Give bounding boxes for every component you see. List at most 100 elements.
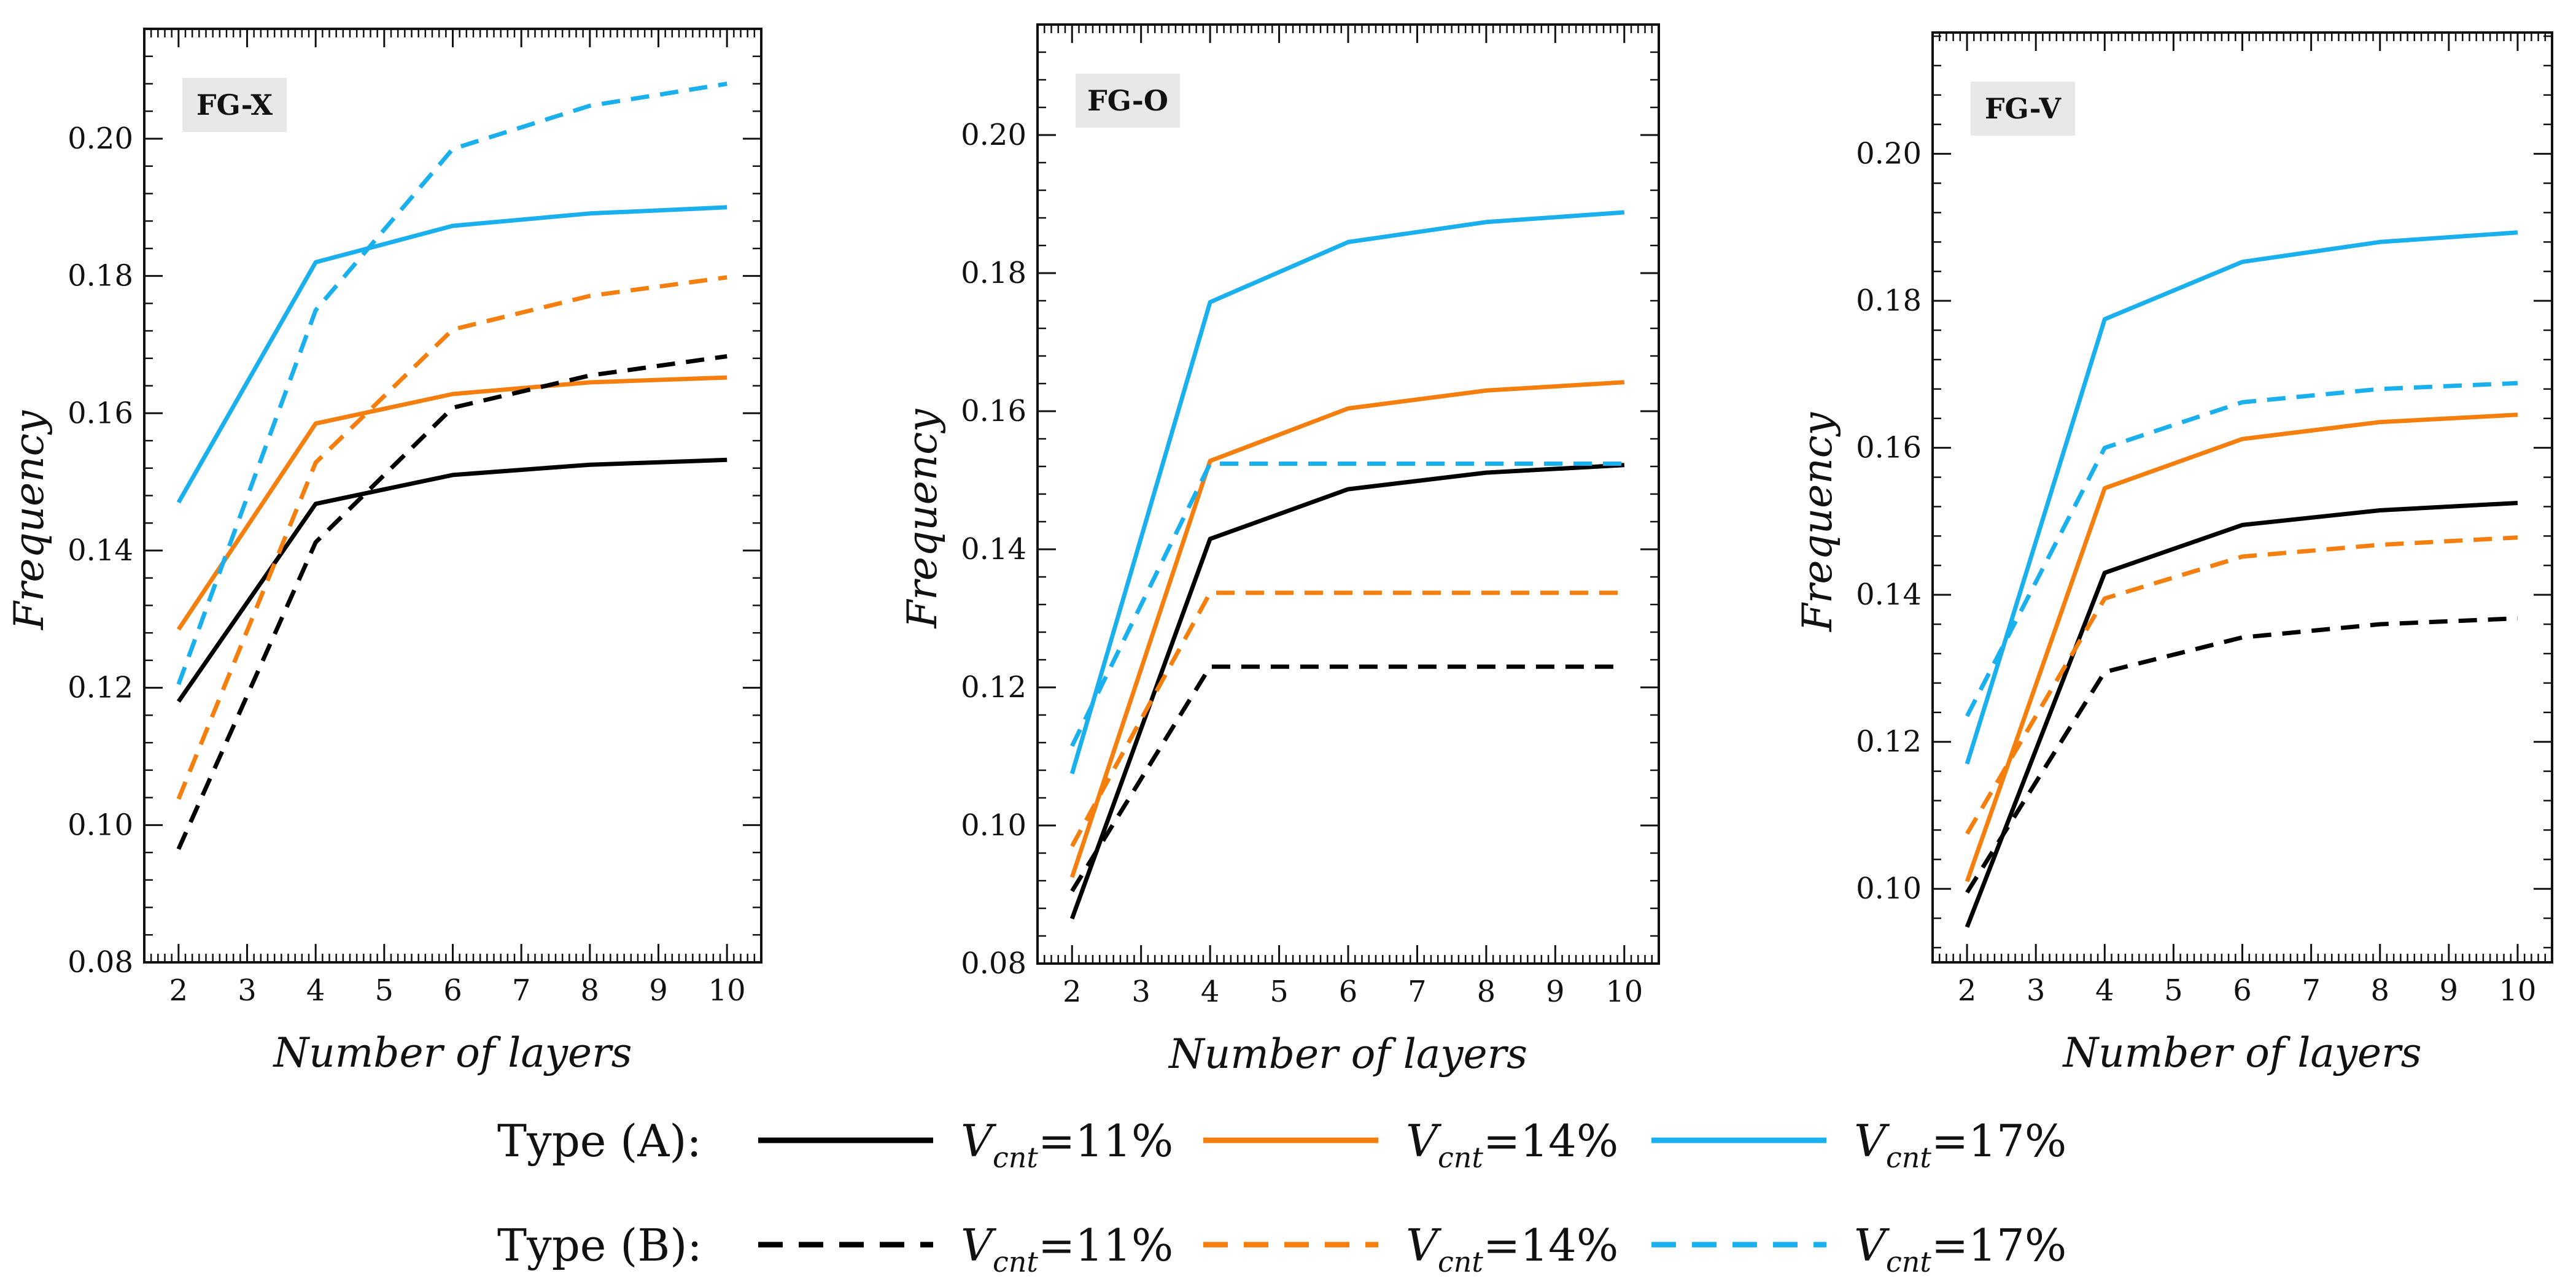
y-tick-label: 0.16: [1856, 431, 1922, 465]
x-tick-label: 10: [2499, 973, 2536, 1008]
series-line-a-0: [1069, 463, 1624, 920]
x-tick-label: 7: [1408, 975, 1427, 1009]
x-tick-label: 4: [1201, 975, 1220, 1009]
y-tick-label: 0.18: [961, 256, 1026, 290]
series-line-b-3: [1070, 664, 1624, 892]
y-axis-title: Frequency: [899, 409, 946, 629]
x-tick-label: 9: [649, 973, 668, 1008]
legend-row-type-a: Type (A): Vcnt=11% Vcnt=14% Vcnt=17%: [497, 1115, 2066, 1174]
x-axis-title: Number of layers: [1168, 1030, 1527, 1078]
panel-label-box: [1971, 82, 2075, 136]
series-line-b-5: [1965, 381, 2518, 717]
x-tick-label: 5: [1270, 975, 1289, 1009]
y-minor-ticks: [1933, 35, 2552, 949]
y-tick-label: 0.12: [1856, 725, 1922, 759]
x-tick-label: 10: [1605, 975, 1643, 1009]
y-tick-label: 0.08: [961, 946, 1026, 981]
series-line-b-4: [176, 275, 727, 800]
panel-fg-v: 2 3 4 5 6 7 8 9 10 0.10 0.12 0.14 0.16 0.18 0.20 FG-V Nu…: [1794, 31, 2553, 1076]
legend: Type (A): Vcnt=11% Vcnt=14% Vcnt=17%Type (B…: [497, 1115, 2066, 1278]
y-axis-title: Frequency: [1794, 412, 1841, 632]
series-line-b-5: [176, 82, 727, 686]
y-tick-label: 0.14: [961, 532, 1026, 566]
series-line-a-1: [1965, 412, 2518, 883]
x-tick-label: 8: [581, 973, 600, 1008]
y-tick-label: 0.18: [1856, 284, 1922, 318]
legend-subscript: cnt: [993, 1141, 1038, 1174]
x-tick-label: 5: [375, 973, 394, 1008]
x-tick-label: 2: [1063, 975, 1082, 1009]
x-tick-label: 6: [2233, 973, 2252, 1008]
series-line-b-4: [1965, 535, 2518, 835]
series-line-a-2: [1965, 230, 2518, 765]
legend-value: =14%: [1483, 1115, 1618, 1167]
y-tick-label: 0.20: [1856, 137, 1922, 171]
series-line-a-2: [1069, 210, 1625, 775]
y-tick-label: 0.20: [961, 118, 1026, 152]
legend-value: =11%: [1038, 1115, 1173, 1167]
y-tick-label: 0.20: [68, 122, 133, 156]
x-tick-label: 5: [2164, 973, 2183, 1008]
legend-subscript: cnt: [1438, 1141, 1483, 1174]
y-tick-label: 0.16: [961, 394, 1026, 428]
legend-symbol: V: [961, 1115, 997, 1167]
x-tick-label: 9: [1546, 975, 1565, 1009]
y-tick-label: 0.12: [68, 671, 133, 705]
legend-entry-label: Vcnt=11%: [961, 1115, 1173, 1174]
legend-value: =11%: [1038, 1219, 1173, 1271]
y-axis-title: Frequency: [6, 410, 53, 630]
series-line-a-1: [1069, 380, 1625, 878]
y-tick-label: 0.10: [1856, 872, 1922, 906]
legend-entry-label: Vcnt=17%: [1854, 1219, 2066, 1278]
x-tick-label: 6: [443, 973, 462, 1008]
legend-value: =17%: [1931, 1115, 2066, 1167]
y-tick-label: 0.08: [68, 945, 133, 980]
y-minor-ticks: [144, 28, 761, 936]
legend-subscript: cnt: [1886, 1245, 1931, 1278]
x-tick-label: 3: [2027, 973, 2046, 1008]
series-line-b-3: [1965, 616, 2518, 894]
legend-entry-label: Vcnt=11%: [961, 1219, 1173, 1278]
y-tick-label: 0.10: [68, 808, 133, 842]
legend-subscript: cnt: [1438, 1245, 1483, 1278]
legend-symbol: V: [1406, 1219, 1442, 1271]
x-tick-label: 3: [1131, 975, 1150, 1009]
y-minor-ticks: [1038, 23, 1659, 937]
panel-label: FG-X: [196, 88, 273, 122]
panel-label: FG-V: [1985, 92, 2062, 125]
x-tick-label: 10: [708, 973, 746, 1008]
x-tick-label: 6: [1339, 975, 1358, 1009]
y-tick-label: 0.14: [1856, 578, 1922, 612]
x-tick-label: 3: [238, 973, 257, 1008]
x-tick-label: 4: [306, 973, 325, 1008]
x-minor-ticks: [1036, 25, 1660, 964]
panel-label-box: [1076, 74, 1180, 128]
y-tick-label: 0.12: [961, 670, 1026, 705]
x-tick-label: 2: [1958, 973, 1977, 1008]
legend-subscript: cnt: [993, 1245, 1038, 1278]
panel-label: FG-O: [1087, 84, 1168, 117]
legend-subscript: cnt: [1886, 1141, 1931, 1174]
x-tick-label: 8: [1477, 975, 1496, 1009]
x-tick-label: 8: [2370, 973, 2389, 1008]
x-tick-label: 7: [2302, 973, 2321, 1008]
y-tick-label: 0.14: [68, 533, 133, 568]
x-tick-label: 7: [512, 973, 531, 1008]
series-line-b-5: [1070, 462, 1624, 748]
legend-type-label: Type (A):: [497, 1115, 702, 1167]
x-axis-title: Number of layers: [2062, 1029, 2421, 1076]
series-line-a-0: [1965, 501, 2518, 928]
chart-panels: 2 3 4 5 6 7 8 9 10 0.08 0.10 0.12 0.14 0.16 0.18 0.20 FG…: [6, 23, 2553, 1078]
legend-symbol: V: [1854, 1115, 1890, 1167]
legend-row-type-b: Type (B): Vcnt=11% Vcnt=14% Vcnt=17%: [497, 1219, 2066, 1278]
x-tick-label: 9: [2440, 973, 2459, 1008]
legend-symbol: V: [961, 1219, 997, 1271]
x-axis-title: Number of layers: [272, 1029, 632, 1076]
axes-frame: [1036, 23, 1660, 965]
x-minor-ticks: [143, 29, 762, 962]
legend-value: =14%: [1483, 1219, 1618, 1271]
x-tick-label: 2: [169, 973, 188, 1008]
series-line-a-0: [176, 457, 727, 703]
axes-frame: [143, 28, 762, 964]
panel-fg-x: 2 3 4 5 6 7 8 9 10 0.08 0.10 0.12 0.14 0.16 0.18 0.20 FG…: [6, 28, 762, 1076]
